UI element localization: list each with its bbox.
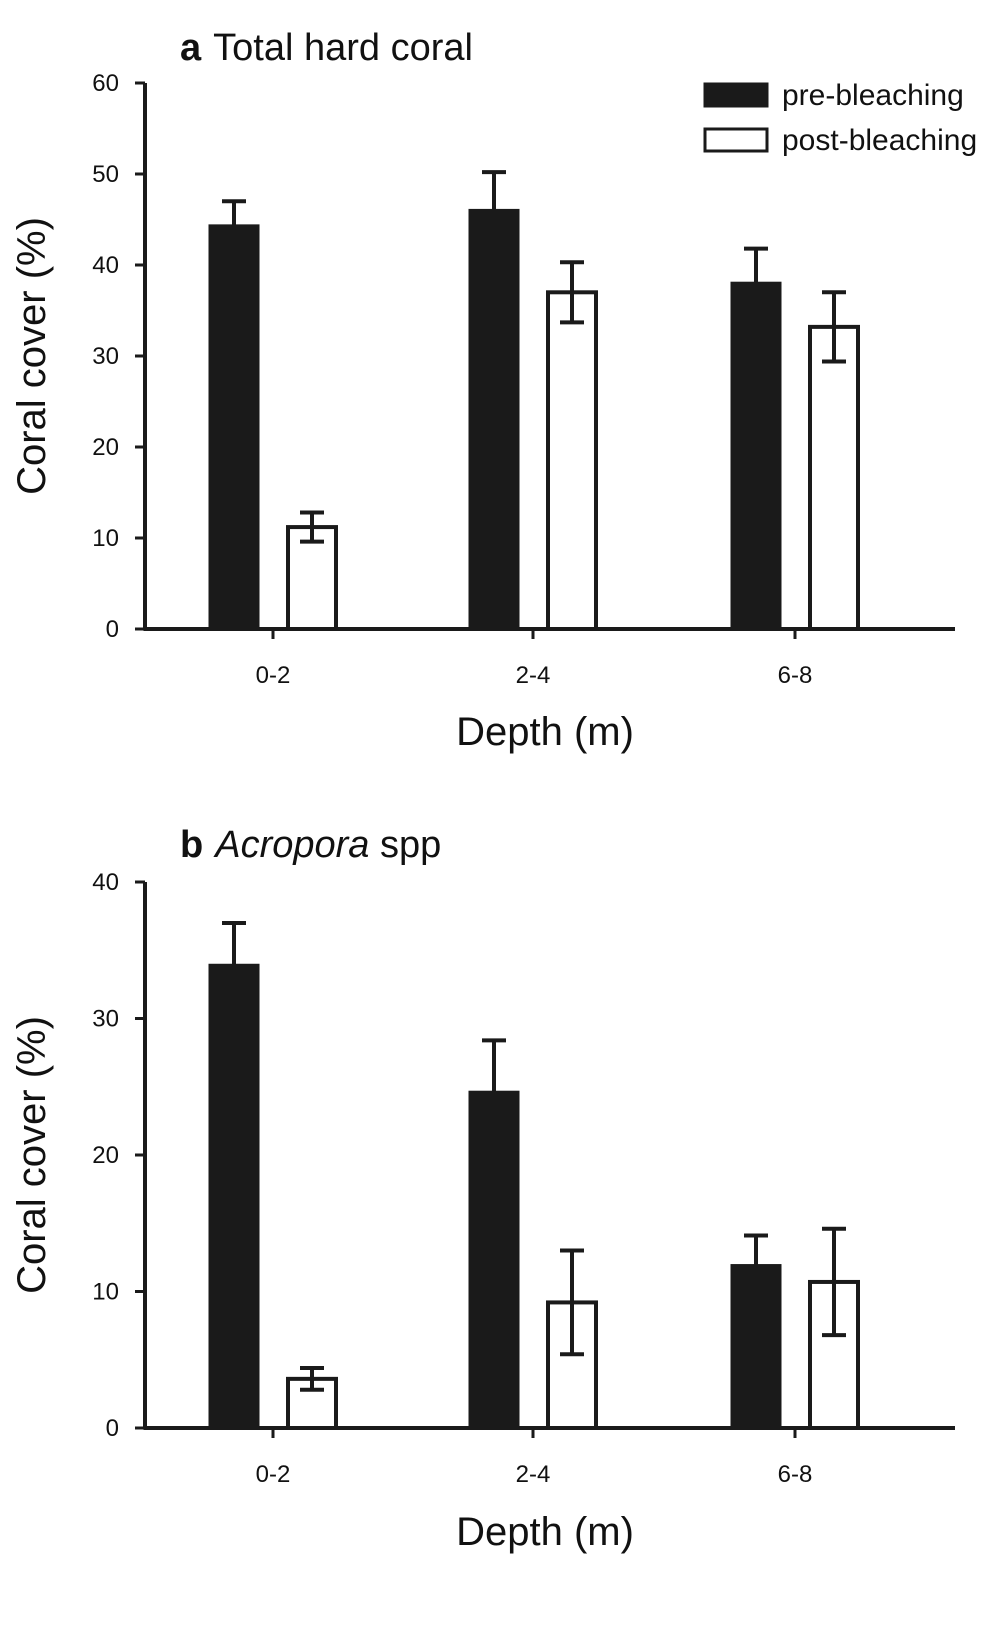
y-tick-label: 20 [92,434,119,461]
chart-panel-a: a Total hard coral 0 10 20 30 40 50 60 0-2 2-4 6-8 D… [10,27,977,754]
legend-swatch-post-bleaching [703,127,769,153]
x-axis-label: Depth (m) [456,1510,634,1554]
x-axis-label: Depth (m) [456,710,634,754]
y-tick-label: 10 [92,1279,119,1306]
legend-label-pre-bleaching: pre-bleaching [782,79,964,112]
y-tick-label: 40 [92,252,119,279]
x-tick-label: 2-4 [516,1461,551,1488]
x-tick-label: 6-8 [778,1461,813,1488]
x-tick-label: 2-4 [516,662,551,689]
bar-pre-bleaching-2-4 [468,208,520,631]
bar-post-bleaching-2-4 [546,290,598,631]
panel-title-text: Total hard coral [213,27,473,69]
chart-panel-b: b Acropora spp 0 10 20 30 40 0-2 2-4 6-8 Depth (m)… [10,824,955,1554]
bar-pre-bleaching-6-8 [730,1264,782,1430]
y-axis-label: Coral cover (%) [10,1016,54,1294]
panel-title: a Total hard coral [180,27,473,69]
legend-swatch-pre-bleaching [703,82,769,108]
y-axis-label: Coral cover (%) [10,217,54,495]
y-tick-label: 20 [92,1142,119,1169]
y-tick-label: 50 [92,161,119,188]
bar-post-bleaching-6-8 [808,324,860,631]
legend-label-post-bleaching: post-bleaching [782,124,977,157]
bar-pre-bleaching-2-4 [468,1090,520,1430]
x-tick-label: 6-8 [778,662,813,689]
panel-letter: b [180,824,203,866]
x-tick-label: 0-2 [256,662,291,689]
y-tick-label: 40 [92,869,119,896]
y-tick-label: 60 [92,70,119,97]
bar-pre-bleaching-6-8 [730,281,782,631]
y-tick-label: 30 [92,1006,119,1033]
y-tick-label: 0 [106,616,119,643]
panel-letter: a [180,27,202,69]
y-tick-label: 10 [92,525,119,552]
legend: pre-bleaching post-bleaching [703,79,977,157]
panel-title-suffix: spp [369,824,441,866]
y-tick-label: 0 [106,1415,119,1442]
y-tick-label: 30 [92,343,119,370]
panel-title: b Acropora spp [180,824,441,866]
bar-pre-bleaching-0-2 [208,963,260,1430]
x-tick-label: 0-2 [256,1461,291,1488]
panel-title-italic: Acropora [213,824,369,866]
bar-pre-bleaching-0-2 [208,224,260,631]
